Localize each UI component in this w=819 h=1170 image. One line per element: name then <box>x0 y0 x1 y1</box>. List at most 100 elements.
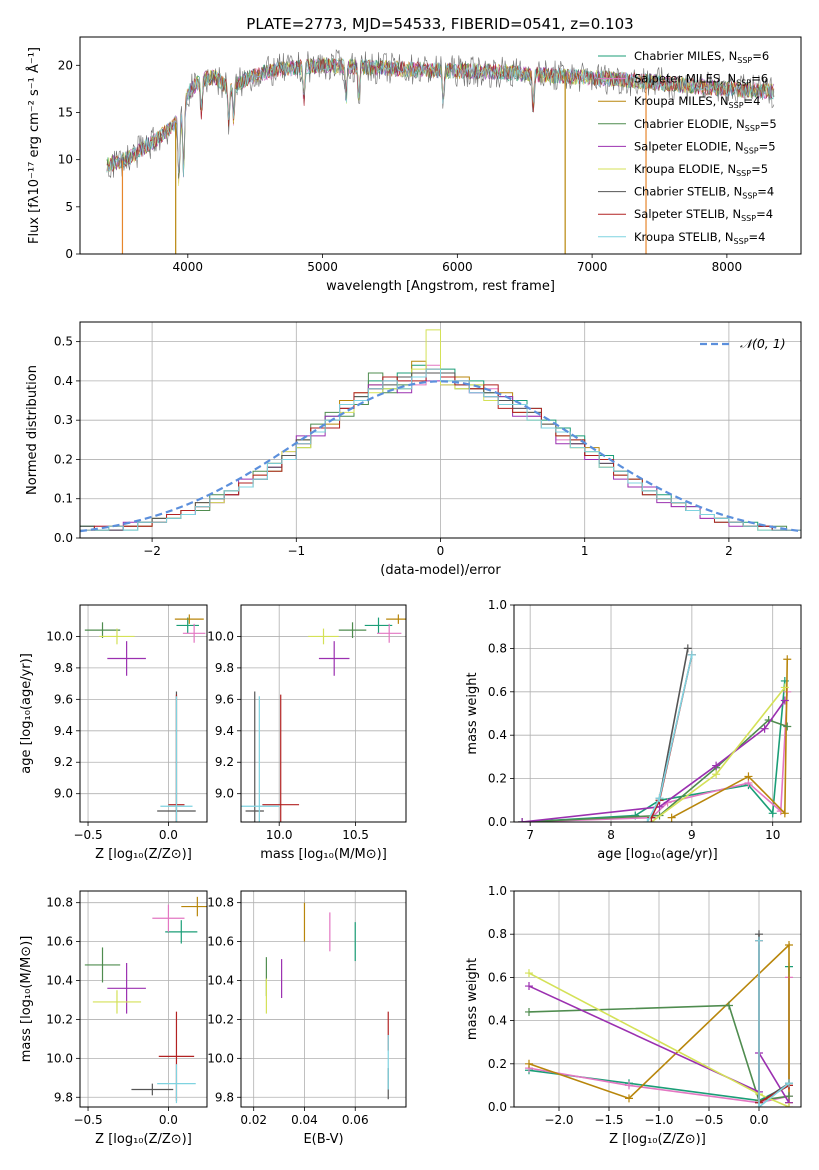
y-tick-label: 0.2 <box>488 772 507 786</box>
y-tick-label: 9.4 <box>215 724 234 738</box>
y-tick-label: 9.6 <box>54 692 73 706</box>
weight-marker <box>643 818 652 822</box>
x-tick-label: 4000 <box>173 260 204 274</box>
y-tick-label: 10.0 <box>207 1051 234 1065</box>
axes-frame <box>513 604 802 823</box>
y-tick-label: 0.3 <box>54 413 73 427</box>
y-axis-label: age [log₁₀(age/yr)] <box>19 653 34 774</box>
y-tick-label: 5 <box>65 200 73 214</box>
x-axis-label: (data-model)/error <box>380 563 501 578</box>
weight-series <box>528 943 790 1103</box>
weight-marker <box>755 1103 763 1107</box>
x-axis-label: wavelength [Angstrom, rest frame] <box>326 279 555 294</box>
x-tick-label: 9 <box>688 828 696 842</box>
y-axis-label: mass weight <box>465 672 480 754</box>
weight-marker <box>725 1001 733 1010</box>
x-tick-label: 8 <box>607 828 615 842</box>
y-tick-label: 10.6 <box>46 935 73 949</box>
weight-marker <box>525 1059 533 1068</box>
weight-series <box>522 680 786 822</box>
plot-area-age_vs_mass <box>241 614 406 822</box>
x-axis-label: Z [log₁₀(Z/Z⊙)] <box>609 1132 706 1147</box>
legend-label: Kroupa MILES, NSSP=4 <box>634 94 760 110</box>
weight-marker <box>783 722 792 731</box>
x-tick-label: 5000 <box>307 260 338 274</box>
x-tick-label: 2 <box>725 544 733 558</box>
x-tick-label: 0 <box>437 544 445 558</box>
x-tick-label: 1 <box>581 544 589 558</box>
weight-series <box>528 1004 790 1102</box>
x-tick-label: −0.5 <box>73 1113 102 1127</box>
figure-title: PLATE=2773, MJD=54533, FIBERID=0541, z=0… <box>246 15 633 33</box>
spectrum-series <box>106 57 775 177</box>
chart-weight_vs_age: 7 8 9 10 0.0 0.2 0.4 0.6 0.8 1.0 age [log₁₀(age/yr… <box>465 598 802 862</box>
spectrum-series <box>106 48 775 179</box>
weight-marker <box>518 818 527 822</box>
x-tick-label: −1 <box>287 544 305 558</box>
plot-area-mass_vs_EBV <box>265 902 389 1100</box>
y-tick-label: 1.0 <box>488 884 507 898</box>
x-tick-label: 10.0 <box>266 828 293 842</box>
y-tick-label: 9.8 <box>215 661 234 675</box>
axes-frame <box>79 604 208 823</box>
weight-marker <box>625 1094 633 1103</box>
x-tick-label: 10 <box>765 828 780 842</box>
plot-area-mass_vs_Z <box>84 896 207 1104</box>
chart-residuals: −2 −1 0 1 2 0.0 0.1 0.2 0.3 0.4 0.5 (data-model)/er… <box>25 321 802 578</box>
axes-frame <box>240 604 407 823</box>
weight-marker <box>780 809 789 818</box>
y-tick-label: 0.8 <box>488 927 507 941</box>
weight-marker <box>785 1079 793 1088</box>
y-tick-label: 10.0 <box>46 629 73 643</box>
weight-marker <box>744 772 753 781</box>
x-tick-label: −1.5 <box>594 1113 623 1127</box>
weight-marker <box>655 794 664 803</box>
weight-series <box>671 659 789 819</box>
weight-marker <box>760 724 769 733</box>
legend-label: Chabrier MILES, NSSP=6 <box>634 49 769 65</box>
y-tick-label: 10.2 <box>46 1012 73 1026</box>
y-tick-label: 0.4 <box>488 728 507 742</box>
x-tick-label: −0.5 <box>694 1113 723 1127</box>
y-tick-label: 0.0 <box>54 531 73 545</box>
x-tick-label: 6000 <box>442 260 473 274</box>
y-tick-label: 0.0 <box>488 815 507 829</box>
axes-frame <box>240 890 407 1108</box>
y-tick-label: 0.8 <box>488 641 507 655</box>
plot-area-spectrum <box>106 48 775 254</box>
weight-series <box>758 940 790 1107</box>
x-tick-label: 0.06 <box>342 1113 369 1127</box>
legend-label: Salpeter STELIB, NSSP=4 <box>634 207 773 223</box>
plot-area-age_vs_Z <box>84 614 206 822</box>
y-tick-label: 0.6 <box>488 685 507 699</box>
legend-label: 𝒩(0, 1) <box>740 336 786 351</box>
weight-marker <box>525 969 533 978</box>
chart-mass_vs_Z: −0.5 0.0 9.8 10.0 10.2 10.4 10.6 10.8 Z [log₁₀(Z… <box>19 890 208 1147</box>
plot-area-weight_vs_age <box>518 644 792 822</box>
y-tick-label: 9.2 <box>215 755 234 769</box>
x-tick-label: −2.0 <box>544 1113 573 1127</box>
y-tick-label: 9.8 <box>54 1090 73 1104</box>
x-axis-label: age [log₁₀(age/yr)] <box>597 847 718 862</box>
y-tick-label: 10.0 <box>46 1051 73 1065</box>
weight-marker <box>667 813 676 822</box>
y-axis-label: mass weight <box>465 958 480 1040</box>
weight-marker <box>525 1007 533 1016</box>
chart-weight_vs_Z: −2.0 −1.5 −1.0 −0.5 0.0 0.0 0.2 0.4 0.6 0.8 1.0 Z [… <box>465 884 802 1147</box>
y-tick-label: 9.8 <box>215 1090 234 1104</box>
weight-marker <box>785 941 793 949</box>
x-tick-label: −1.0 <box>644 1113 673 1127</box>
y-tick-label: 0.6 <box>488 970 507 984</box>
weight-marker <box>768 809 777 818</box>
weight-marker <box>525 982 533 991</box>
y-tick-label: 0.4 <box>488 1014 507 1028</box>
x-tick-label: 8000 <box>712 260 743 274</box>
plot-area-residuals <box>80 329 801 533</box>
y-axis-label: mass [log₁₀(M/M⊙)] <box>19 936 34 1063</box>
weight-marker <box>712 770 721 779</box>
x-tick-label: 0.0 <box>159 828 178 842</box>
y-tick-label: 10.4 <box>46 974 73 988</box>
x-axis-label: E(B-V) <box>303 1132 343 1147</box>
y-axis-label: Normed distribution <box>25 365 40 495</box>
